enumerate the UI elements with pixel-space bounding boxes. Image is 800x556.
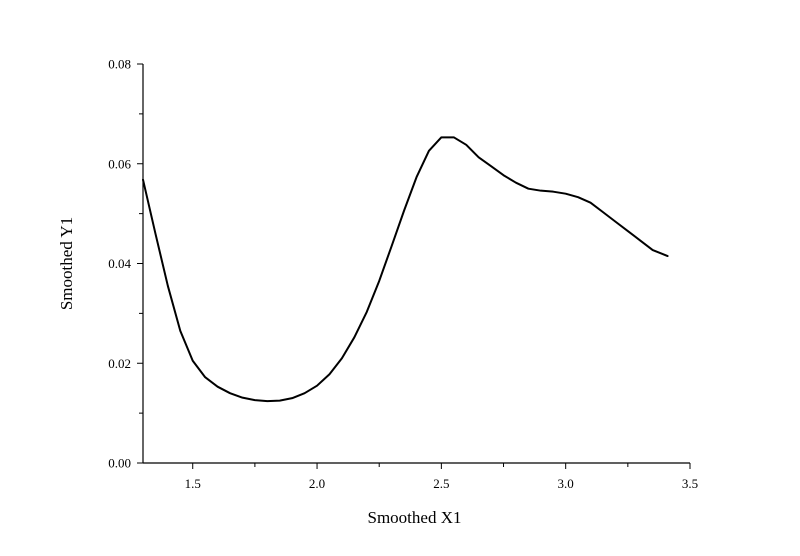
y-tick-label: 0.02 <box>108 356 131 371</box>
series-line <box>142 136 669 403</box>
x-axis-ticks: 1.5 2.0 2.5 3.0 3.5 <box>185 463 698 491</box>
series-group <box>142 136 669 403</box>
y-axis-ticks: 0.00 0.02 0.04 0.06 0.08 <box>108 57 143 471</box>
y-axis-title: Smoothed Y1 <box>57 217 76 310</box>
x-tick-label: 1.5 <box>185 476 201 491</box>
x-axis-title: Smoothed X1 <box>368 508 462 527</box>
x-tick-label: 2.0 <box>309 476 325 491</box>
x-tick-label: 3.0 <box>558 476 574 491</box>
y-tick-label: 0.00 <box>108 456 131 471</box>
y-tick-label: 0.04 <box>108 256 131 271</box>
x-tick-label: 2.5 <box>433 476 449 491</box>
x-tick-label: 3.5 <box>682 476 698 491</box>
axes <box>142 64 690 464</box>
y-tick-label: 0.08 <box>108 57 131 72</box>
y-tick-label: 0.06 <box>108 156 131 171</box>
